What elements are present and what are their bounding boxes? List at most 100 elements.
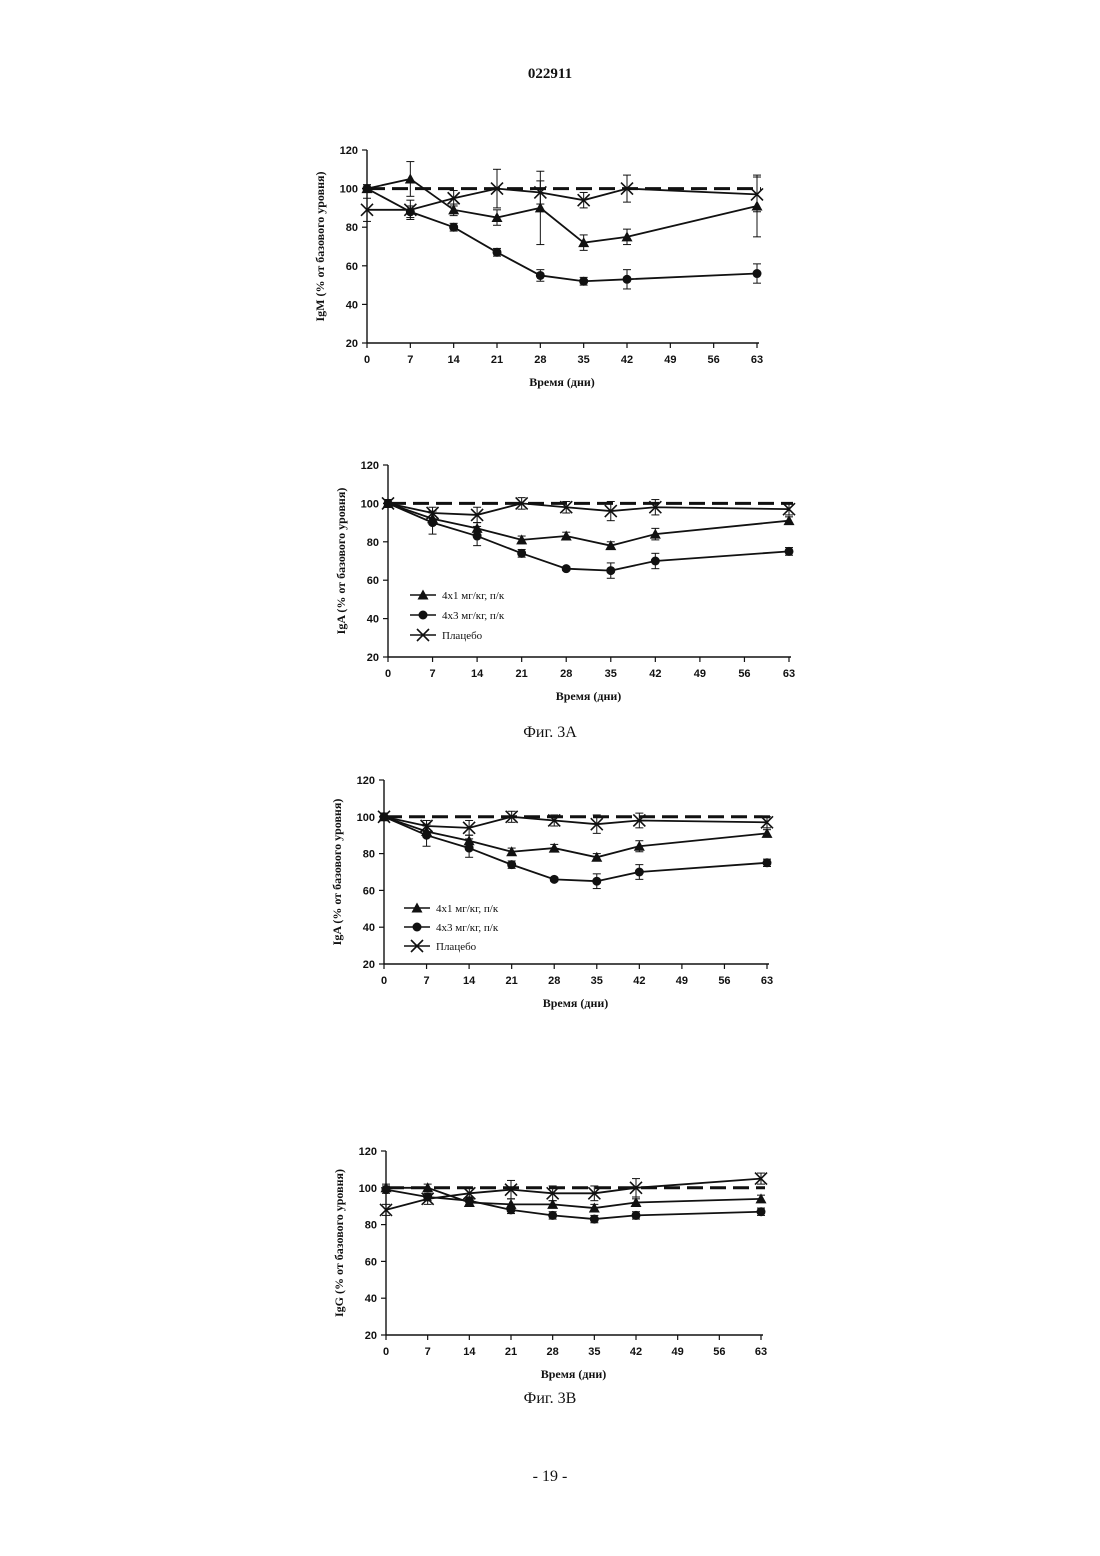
legend-label: 4х3 мг/кг, п/к — [436, 922, 499, 934]
legend-label: Плацебо — [442, 630, 483, 642]
data-point — [405, 173, 416, 183]
x-tick-label: 14 — [463, 1346, 476, 1358]
x-tick-label: 0 — [383, 1346, 389, 1358]
data-point — [651, 557, 660, 566]
x-tick-label: 42 — [633, 975, 645, 987]
x-axis-title: Время (дни) — [541, 1367, 607, 1381]
y-tick-label: 120 — [359, 1146, 377, 1158]
data-point — [785, 547, 794, 556]
series-x — [361, 169, 763, 221]
data-point — [449, 223, 458, 232]
x-tick-label: 56 — [713, 1346, 725, 1358]
iga-chart-a: 20406080100120071421283542495663Время (д… — [0, 452, 1100, 722]
x-tick-label: 21 — [516, 668, 528, 680]
series-line — [367, 189, 757, 210]
iga-chart-b: 20406080100120071421283542495663Время (д… — [0, 768, 1100, 1018]
series-circle — [384, 499, 794, 578]
x-tick-label: 49 — [694, 668, 706, 680]
series-triangle — [383, 498, 795, 550]
y-tick-label: 80 — [367, 537, 379, 549]
y-tick-label: 40 — [367, 614, 379, 626]
series-line — [386, 1179, 761, 1210]
x-tick-label: 49 — [672, 1346, 684, 1358]
x-tick-label: 21 — [491, 354, 503, 366]
legend-label: 4х1 мг/кг, п/к — [436, 903, 499, 915]
data-point — [382, 1185, 391, 1194]
y-tick-label: 20 — [367, 652, 379, 664]
x-tick-label: 56 — [738, 668, 750, 680]
y-tick-label: 40 — [346, 299, 358, 311]
series-triangle — [379, 811, 773, 861]
x-tick-label: 14 — [463, 975, 476, 987]
legend-label: Плацебо — [436, 941, 477, 953]
x-tick-label: 56 — [718, 975, 730, 987]
data-point — [590, 1215, 599, 1224]
series-x — [380, 1173, 767, 1216]
x-tick-label: 49 — [676, 975, 688, 987]
y-tick-label: 120 — [361, 460, 379, 472]
x-tick-label: 14 — [448, 354, 461, 366]
y-axis-title: IgA (% от базового уровня) — [334, 488, 348, 635]
data-point — [428, 518, 437, 527]
page-number: 022911 — [0, 66, 1100, 83]
y-tick-label: 120 — [340, 145, 358, 157]
x-tick-label: 0 — [381, 975, 387, 987]
data-point — [363, 184, 372, 193]
data-point — [753, 269, 762, 278]
figure-caption-3a: Фиг. 3А — [0, 724, 1100, 742]
x-tick-label: 42 — [621, 354, 633, 366]
x-tick-label: 42 — [630, 1346, 642, 1358]
x-tick-label: 14 — [471, 668, 484, 680]
data-point — [422, 831, 431, 840]
y-tick-label: 60 — [367, 575, 379, 587]
y-tick-label: 120 — [357, 775, 375, 787]
x-tick-label: 28 — [548, 975, 560, 987]
y-tick-label: 60 — [363, 885, 375, 897]
legend-item: Плацебо — [404, 940, 477, 953]
y-tick-label: 80 — [363, 849, 375, 861]
x-tick-label: 35 — [591, 975, 603, 987]
data-point — [757, 1207, 766, 1216]
data-point — [623, 275, 632, 284]
x-tick-label: 28 — [560, 668, 572, 680]
data-point — [632, 1211, 641, 1220]
data-point — [536, 271, 545, 280]
y-tick-label: 40 — [365, 1293, 377, 1305]
series-line — [388, 503, 789, 515]
data-point — [507, 1205, 516, 1214]
data-point — [606, 566, 615, 575]
x-tick-label: 63 — [755, 1346, 767, 1358]
legend-label: 4х3 мг/кг, п/к — [442, 610, 505, 622]
y-axis-title: IgM (% от базового уровня) — [313, 172, 327, 322]
data-point — [548, 1211, 557, 1220]
y-tick-label: 60 — [365, 1256, 377, 1268]
data-point — [763, 858, 772, 867]
data-point — [473, 532, 482, 541]
x-axis-title: Время (дни) — [556, 689, 622, 703]
x-tick-label: 7 — [407, 354, 413, 366]
y-tick-label: 20 — [363, 959, 375, 971]
legend-label: 4х1 мг/кг, п/к — [442, 590, 505, 602]
y-tick-label: 100 — [357, 812, 375, 824]
series-x — [382, 497, 795, 522]
y-tick-label: 20 — [365, 1330, 377, 1342]
y-axis-title: IgA (% от базового уровня) — [330, 799, 344, 946]
x-tick-label: 35 — [588, 1346, 600, 1358]
data-point — [493, 248, 502, 257]
data-point — [517, 549, 526, 558]
x-tick-label: 63 — [783, 668, 795, 680]
x-tick-label: 28 — [534, 354, 546, 366]
legend-marker — [413, 923, 422, 932]
x-tick-label: 21 — [506, 975, 518, 987]
legend-item: 4х1 мг/кг, п/к — [410, 590, 505, 603]
x-tick-label: 7 — [429, 668, 435, 680]
series-x — [378, 811, 773, 835]
series-line — [384, 817, 767, 828]
y-tick-label: 40 — [363, 922, 375, 934]
x-tick-label: 56 — [708, 354, 720, 366]
series-line — [367, 189, 757, 282]
x-axis-title: Время (дни) — [543, 996, 609, 1010]
legend: 4х1 мг/кг, п/к 4х3 мг/кг, п/к Плацебо — [410, 590, 505, 643]
data-point — [550, 875, 559, 884]
y-tick-label: 20 — [346, 338, 358, 350]
